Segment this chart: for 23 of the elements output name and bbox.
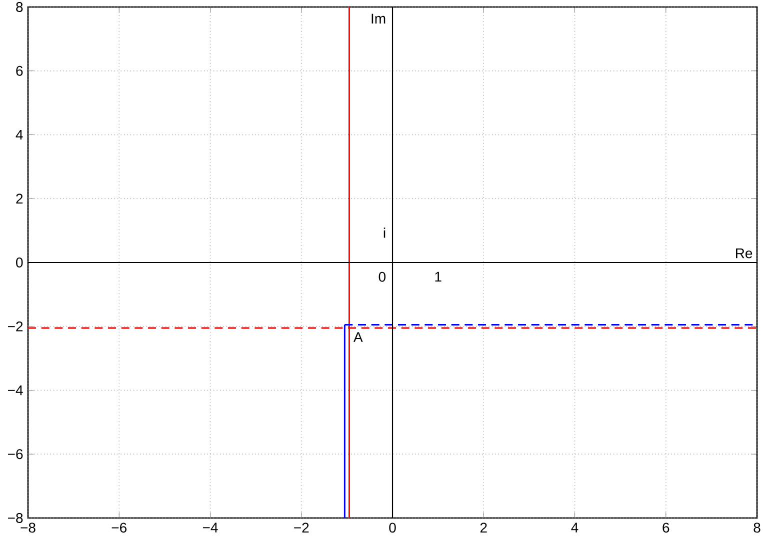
x-tick-label: 8	[754, 522, 760, 533]
x-tick-label: 4	[571, 522, 578, 532]
y-tick-label: 2	[16, 194, 23, 204]
x-tick-label: −2	[294, 522, 309, 532]
y-tick-label: 6	[16, 66, 23, 76]
x-tick-label: −6	[112, 522, 126, 533]
annotation: 0	[378, 272, 386, 282]
annotation: 1	[435, 272, 442, 282]
y-tick-label: 4	[16, 130, 23, 140]
y-tick-label: −8	[8, 513, 23, 523]
annotation: i	[384, 228, 386, 238]
x-tick-label: −4	[202, 522, 218, 532]
y-tick-label: −2	[8, 321, 23, 332]
annotation: Im	[372, 14, 386, 24]
x-tick-label: 6	[662, 522, 670, 533]
y-tick-label: 0	[16, 258, 23, 268]
y-tick-label: −6	[8, 449, 23, 460]
x-tick-label: 2	[480, 522, 487, 532]
y-tick-label: 8	[16, 2, 23, 12]
annotation: Re	[736, 248, 752, 258]
x-tick-label: 0	[389, 522, 396, 533]
y-tick-label: −4	[8, 385, 23, 396]
annotation: A	[354, 332, 363, 342]
